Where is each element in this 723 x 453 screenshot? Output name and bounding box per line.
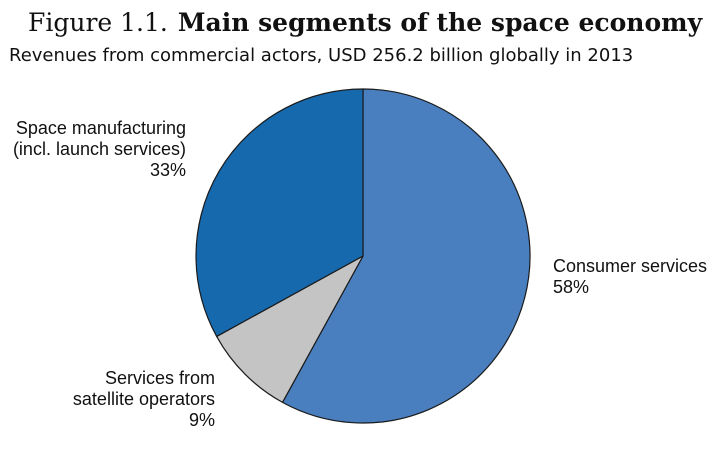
slice-label-3: Space manufacturing (incl. launch service… (13, 118, 186, 180)
slice-name-line: Services from (105, 368, 215, 388)
pie-labels: Consumer services 58% Services from satelli… (13, 118, 707, 430)
figure-header: Figure 1.1. Main segments of the space ec… (28, 6, 702, 40)
slice-value-label: 58% (553, 277, 589, 297)
slice-value-label: 33% (150, 160, 186, 180)
slice-name-line: Space manufacturing (16, 118, 186, 138)
figure-title: Main segments of the space economy (177, 8, 703, 37)
pie-slice-1 (281, 88, 531, 424)
slice-label-2: Services from satellite operators 9% (73, 368, 215, 430)
pie-slices (195, 88, 531, 424)
slice-name-line: Consumer services (553, 256, 707, 276)
slice-name-line: satellite operators (73, 389, 215, 409)
slice-name-line: (incl. launch services) (13, 139, 186, 159)
pie-slice-3 (195, 88, 364, 338)
pie-slice-2 (216, 255, 364, 403)
figure-number: Figure 1.1. (28, 8, 168, 37)
slice-label-1: Consumer services 58% (553, 256, 707, 297)
slice-value-label: 9% (189, 410, 215, 430)
figure-subtitle: Revenues from commercial actors, USD 256… (9, 45, 634, 66)
